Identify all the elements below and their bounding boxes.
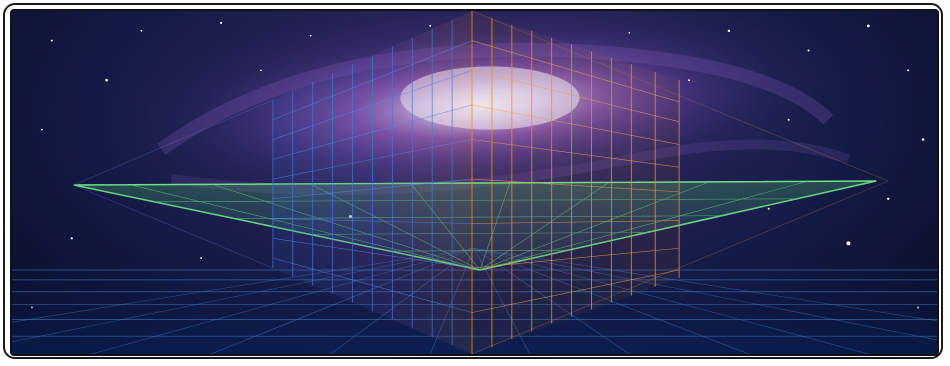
grid-box [73, 11, 889, 354]
floor-grid [12, 247, 937, 354]
illustration-canvas [12, 11, 937, 354]
space-grid-illustration [10, 9, 939, 356]
